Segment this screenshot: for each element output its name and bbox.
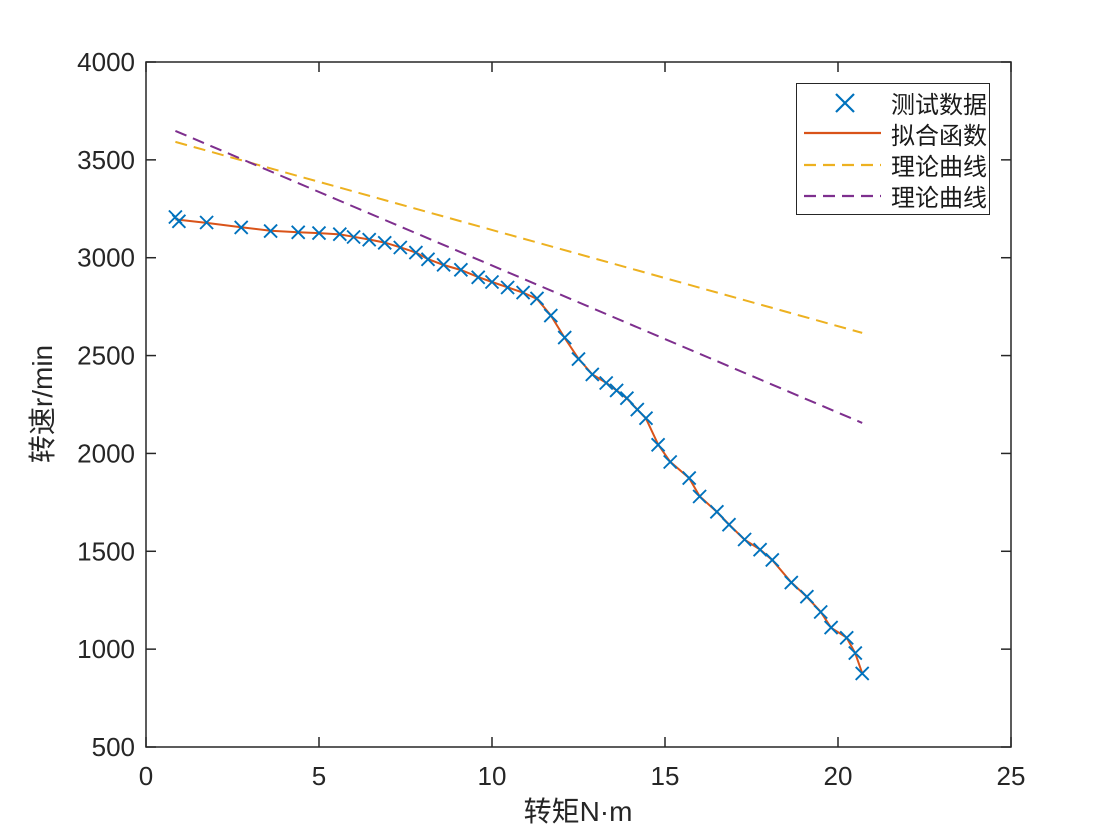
legend-item-theory-2: 理论曲线 [797,183,989,212]
y-tick-label: 1000 [77,634,135,664]
y-tick-label: 4000 [77,47,135,77]
y-tick-label: 500 [92,732,135,762]
series-line-理论曲线 [175,129,863,424]
x-marker-icon [835,93,855,113]
x-tick-label: 5 [312,761,326,791]
legend-box: 测试数据 拟合函数 理论曲线 理论曲线 [796,83,990,215]
y-tick-label: 1500 [77,536,135,566]
x-tick-label: 20 [824,761,853,791]
plot-box [145,61,1012,748]
legend-label: 拟合函数 [891,122,987,150]
x-tick-label: 15 [651,761,680,791]
series-line-理论曲线 [175,140,863,334]
x-tick-label: 0 [139,761,153,791]
legend-item-test-data: 测试数据 [797,89,989,119]
legend-item-theory-1: 理论曲线 [797,152,989,181]
dashed-line-icon [804,163,881,166]
solid-line-icon [804,132,881,135]
y-tick-label: 2500 [77,341,135,371]
y-tick-label: 3500 [77,145,135,175]
dashed-line-icon [804,194,881,197]
y-tick-label: 2000 [77,438,135,468]
y-tick-label: 3000 [77,243,135,273]
x-axis-label: 转矩N·m [524,796,633,827]
series-scatter-测试数据 [168,209,870,681]
y-axis-label: 转速r/min [27,345,58,463]
legend-item-fit: 拟合函数 [797,120,989,150]
legend-label: 测试数据 [891,91,987,119]
legend-label: 理论曲线 [891,185,987,213]
legend-label: 理论曲线 [891,154,987,182]
x-tick-label: 25 [997,761,1026,791]
x-tick-label: 10 [478,761,507,791]
